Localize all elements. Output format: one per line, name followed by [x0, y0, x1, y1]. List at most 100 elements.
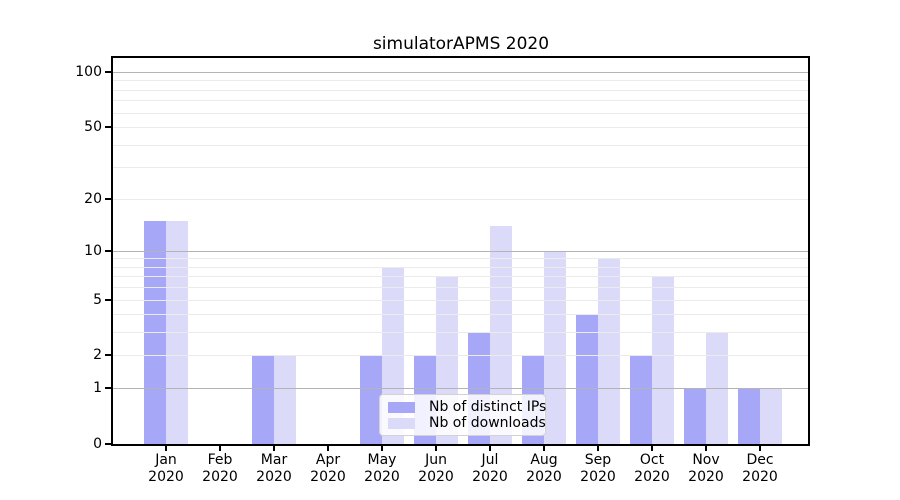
- x-tick-month-apr: Apr: [315, 452, 341, 468]
- x-tick-month-jul: Jul: [481, 452, 499, 468]
- y-tick-label-100: 100: [75, 64, 102, 81]
- y-tick-label-10: 10: [84, 242, 102, 259]
- x-tick-year-jun: 2020: [418, 469, 454, 485]
- x-tick-jul: [489, 446, 491, 451]
- x-tick-apr: [327, 446, 329, 451]
- x-tick-year-jan: 2020: [148, 469, 184, 485]
- x-tick-month-jan: Jan: [155, 452, 177, 468]
- y-gridline-minor-3: [113, 332, 808, 334]
- legend-item-ips: Nb of distinct IPs: [388, 399, 546, 415]
- x-tick-label-jun: Jun 2020: [404, 452, 468, 486]
- spine-left: [111, 56, 113, 446]
- x-tick-label-oct: Oct 2020: [620, 452, 684, 486]
- x-tick-jun: [435, 446, 437, 451]
- y-tick-label-5: 5: [93, 291, 102, 308]
- legend-swatch-ips-icon: [388, 401, 415, 413]
- x-tick-year-dec: 2020: [742, 469, 778, 485]
- y-tick-10: [105, 249, 111, 252]
- bar-ips-mar: [252, 355, 274, 444]
- x-tick-label-nov: Nov 2020: [674, 452, 738, 486]
- y-gridline-minor-2: [113, 355, 808, 357]
- spine-bottom: [111, 444, 810, 446]
- x-tick-month-nov: Nov: [692, 452, 720, 468]
- y-tick-50: [105, 126, 111, 129]
- x-tick-oct: [651, 446, 653, 451]
- x-tick-label-jan: Jan 2020: [134, 452, 198, 486]
- y-tick-label-20: 20: [84, 190, 102, 207]
- legend-label-ips: Nb of distinct IPs: [429, 399, 547, 415]
- y-tick-label-50: 50: [84, 119, 102, 136]
- spine-right: [808, 56, 810, 446]
- y-gridline-minor-70: [113, 100, 808, 102]
- x-tick-year-nov: 2020: [688, 469, 724, 485]
- x-tick-nov: [705, 446, 707, 451]
- legend: Nb of distinct IPs Nb of downloads: [379, 394, 546, 436]
- y-gridline-major-100: [113, 72, 808, 74]
- x-tick-year-oct: 2020: [634, 469, 670, 485]
- bar-downloads-jul: [490, 225, 512, 444]
- y-tick-label-0: 0: [93, 436, 102, 452]
- x-tick-month-mar: Mar: [260, 452, 288, 468]
- x-tick-month-may: May: [367, 452, 397, 468]
- y-tick-label-1: 1: [93, 380, 102, 397]
- bar-ips-may: [360, 355, 382, 444]
- x-tick-year-may: 2020: [364, 469, 400, 485]
- y-tick-5: [105, 298, 111, 301]
- bar-downloads-sep: [598, 258, 620, 444]
- y-tick-100: [105, 71, 111, 74]
- y-gridline-minor-80: [113, 89, 808, 91]
- x-tick-month-dec: Dec: [746, 452, 774, 468]
- x-tick-year-mar: 2020: [256, 469, 292, 485]
- y-gridline-minor-4: [113, 314, 808, 316]
- y-gridline-minor-90: [113, 80, 808, 82]
- x-tick-year-jul: 2020: [472, 469, 508, 485]
- x-tick-month-oct: Oct: [639, 452, 665, 468]
- bar-ips-dec: [738, 388, 760, 444]
- y-tick-2: [105, 354, 111, 357]
- y-gridline-minor-9: [113, 258, 808, 260]
- x-tick-month-jun: Jun: [425, 452, 447, 468]
- x-tick-label-sep: Sep 2020: [566, 452, 630, 486]
- x-tick-label-aug: Aug 2020: [512, 452, 576, 486]
- x-tick-month-feb: Feb: [207, 452, 233, 468]
- chart-title: simulatorAPMS 2020: [372, 34, 550, 54]
- x-tick-year-apr: 2020: [310, 469, 346, 485]
- y-gridline-major-10: [113, 250, 808, 252]
- bar-ips-sep: [576, 314, 598, 444]
- y-gridline-minor-5: [113, 299, 808, 301]
- y-gridline-minor-8: [113, 266, 808, 268]
- y-gridline-minor-40: [113, 144, 808, 146]
- y-gridline-minor-6: [113, 287, 808, 289]
- legend-item-downloads: Nb of downloads: [388, 415, 546, 431]
- y-gridline-major-1: [113, 388, 808, 390]
- y-tick-1: [105, 387, 111, 390]
- x-tick-feb: [219, 446, 221, 451]
- x-tick-label-dec: Dec 2020: [728, 452, 792, 486]
- x-tick-dec: [759, 446, 761, 451]
- bar-ips-nov: [684, 388, 706, 444]
- x-tick-month-aug: Aug: [530, 452, 558, 468]
- x-tick-label-may: May 2020: [350, 452, 414, 486]
- x-tick-year-aug: 2020: [526, 469, 562, 485]
- x-tick-sep: [597, 446, 599, 451]
- bar-downloads-mar: [274, 355, 296, 444]
- bar-downloads-aug: [544, 250, 566, 444]
- x-tick-may: [381, 446, 383, 451]
- x-tick-jan: [165, 446, 167, 451]
- bar-downloads-dec: [760, 388, 782, 444]
- y-gridline-minor-60: [113, 112, 808, 114]
- y-gridline-minor-50: [113, 127, 808, 129]
- y-gridline-minor-30: [113, 167, 808, 169]
- x-tick-label-feb: Feb 2020: [188, 452, 252, 486]
- legend-label-downloads: Nb of downloads: [429, 415, 546, 431]
- x-tick-label-mar: Mar 2020: [242, 452, 306, 486]
- bar-downloads-oct: [652, 276, 674, 444]
- y-tick-label-2: 2: [93, 347, 102, 364]
- x-tick-label-jul: Jul 2020: [458, 452, 522, 486]
- x-tick-label-apr: Apr 2020: [296, 452, 360, 486]
- bar-ips-oct: [630, 355, 652, 444]
- y-gridline-minor-20: [113, 198, 808, 200]
- bar-downloads-nov: [706, 332, 728, 444]
